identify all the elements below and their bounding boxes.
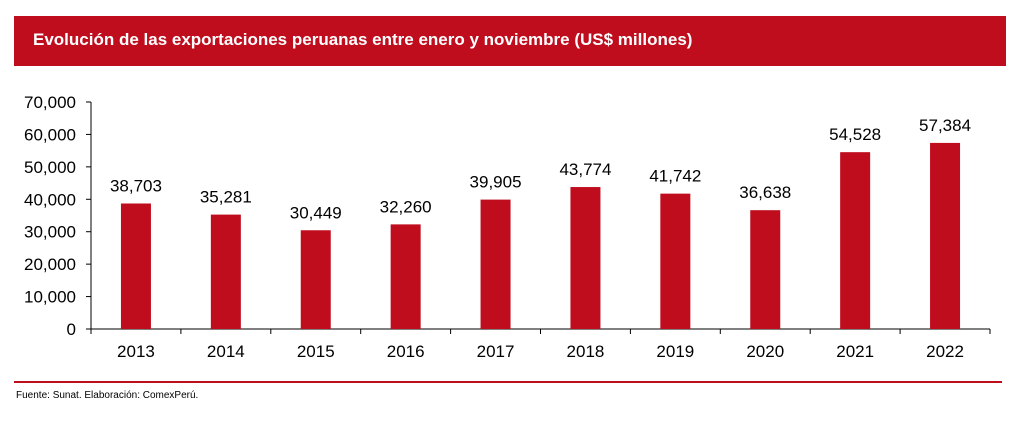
- bar-value-label-2015: 30,449: [290, 203, 342, 222]
- bar-value-label-2022: 57,384: [919, 116, 971, 135]
- source-note: Fuente: Sunat. Elaboración: ComexPerú.: [16, 390, 199, 401]
- y-tick-label: 20,000: [24, 255, 76, 274]
- bar-value-label-2013: 38,703: [110, 176, 162, 195]
- x-tick-label-2022: 2022: [926, 342, 964, 361]
- x-tick-label-2017: 2017: [477, 342, 515, 361]
- footer-divider: [14, 381, 1002, 383]
- bar-2022: [930, 142, 961, 329]
- bar-2017: [480, 199, 511, 329]
- bar-2018: [570, 187, 601, 329]
- bar-value-label-2020: 36,638: [739, 183, 791, 202]
- chart-title: Evolución de las exportaciones peruanas …: [33, 30, 693, 49]
- y-tick-label: 0: [67, 320, 76, 339]
- bar-2019: [660, 193, 691, 329]
- title-bar: Evolución de las exportaciones peruanas …: [14, 16, 1006, 66]
- bar-value-label-2016: 32,260: [380, 197, 432, 216]
- bar-value-label-2017: 39,905: [470, 173, 522, 192]
- y-tick-label: 70,000: [24, 93, 76, 112]
- x-tick-label-2018: 2018: [567, 342, 605, 361]
- y-tick-label: 10,000: [24, 288, 76, 307]
- bar-2014: [210, 214, 241, 329]
- x-tick-label-2016: 2016: [387, 342, 425, 361]
- y-tick-label: 50,000: [24, 158, 76, 177]
- bar-2013: [120, 203, 151, 329]
- y-tick-label: 40,000: [24, 190, 76, 209]
- y-tick-label: 30,000: [24, 223, 76, 242]
- x-tick-label-2015: 2015: [297, 342, 335, 361]
- x-tick-label-2020: 2020: [746, 342, 784, 361]
- bar-value-label-2018: 43,774: [559, 160, 611, 179]
- x-tick-label-2021: 2021: [836, 342, 874, 361]
- bar-value-label-2019: 41,742: [649, 167, 701, 186]
- y-tick-label: 60,000: [24, 125, 76, 144]
- x-tick-label-2014: 2014: [207, 342, 245, 361]
- bar-2015: [300, 230, 331, 329]
- bar-2016: [390, 224, 421, 329]
- x-tick-label-2019: 2019: [656, 342, 694, 361]
- bar-2020: [750, 210, 781, 329]
- x-tick-label-2013: 2013: [117, 342, 155, 361]
- bar-value-label-2021: 54,528: [829, 125, 881, 144]
- bar-value-label-2014: 35,281: [200, 188, 252, 207]
- bar-2021: [840, 152, 871, 329]
